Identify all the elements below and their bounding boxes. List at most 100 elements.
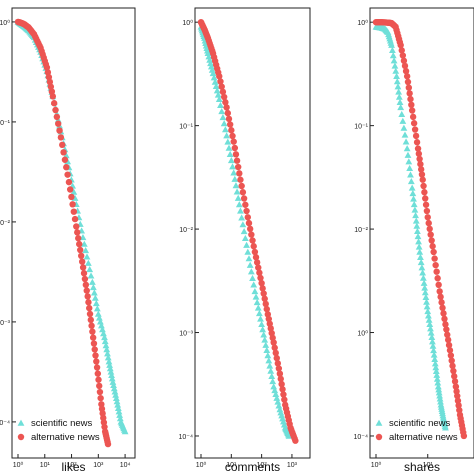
data-point-scientific	[268, 372, 276, 379]
data-point-scientific	[94, 310, 102, 317]
data-point-alternative	[93, 358, 100, 365]
x-tick-label: 10²	[66, 462, 77, 469]
data-point-scientific	[430, 347, 437, 354]
data-point-alternative	[50, 100, 58, 107]
data-point-scientific	[244, 248, 252, 255]
y-tick-label: 10⁻¹	[0, 120, 11, 127]
data-point-scientific	[116, 411, 124, 418]
data-point-alternative	[425, 219, 432, 227]
data-point-alternative	[87, 316, 95, 324]
data-point-alternative	[260, 290, 267, 297]
data-point-scientific	[396, 98, 404, 105]
data-point-scientific	[110, 381, 117, 389]
data-point-alternative	[276, 370, 284, 377]
y-tick-label: 10⁻⁴	[179, 434, 194, 441]
data-point-scientific	[272, 390, 280, 397]
data-point-alternative	[409, 113, 417, 121]
data-point-scientific	[414, 233, 422, 240]
data-point-scientific	[271, 387, 279, 394]
data-point-scientific	[103, 346, 111, 353]
data-point-alternative	[438, 299, 445, 306]
plot-frame	[11, 7, 136, 459]
data-point-alternative	[47, 83, 55, 90]
data-point-alternative	[89, 328, 96, 335]
data-point-alternative	[236, 170, 243, 177]
data-point-alternative	[399, 52, 407, 59]
data-point-scientific	[217, 101, 224, 109]
data-point-alternative	[259, 285, 266, 292]
chart-panel-3: 10⁰ 10¹ 10⁰ 10⁻¹ 10⁻² 10⁰ 10⁻⁴ shares scientific…	[354, 7, 474, 474]
data-point-alternative	[277, 375, 284, 383]
data-point-alternative	[52, 106, 59, 114]
x-axis-label: shares	[404, 460, 440, 474]
x-tick-label: 10⁰	[13, 461, 24, 469]
data-point-scientific	[207, 63, 215, 70]
data-point-scientific	[101, 333, 108, 341]
data-point-scientific	[394, 83, 402, 90]
data-point-alternative	[281, 396, 288, 403]
data-point-scientific	[434, 379, 442, 386]
data-point-alternative	[278, 380, 285, 388]
data-point-alternative	[43, 64, 51, 71]
data-point-alternative	[417, 160, 424, 168]
data-point-alternative	[223, 104, 230, 111]
legend: scientific news alternative news	[17, 418, 100, 443]
data-point-alternative	[413, 139, 421, 146]
data-point-alternative	[90, 340, 98, 347]
data-point-alternative	[81, 275, 89, 283]
data-point-alternative	[252, 254, 260, 261]
data-point-scientific	[229, 163, 236, 170]
data-point-scientific	[255, 309, 263, 317]
plot-frame	[194, 7, 311, 459]
data-point-scientific	[260, 331, 268, 338]
data-point-scientific	[425, 312, 432, 319]
data-point-scientific	[115, 408, 123, 415]
y-tick-label: 10⁰	[182, 19, 193, 27]
data-point-scientific	[265, 357, 273, 364]
data-point-alternative	[239, 189, 247, 196]
data-point-scientific	[264, 352, 272, 359]
data-point-alternative	[231, 144, 239, 152]
legend: scientific news alternative news	[375, 418, 458, 443]
data-point-alternative	[402, 67, 410, 75]
data-point-alternative	[410, 120, 418, 127]
x-tick-label: 10¹	[226, 462, 237, 469]
data-point-scientific	[423, 303, 431, 310]
y-tick-label: 10⁻¹	[354, 124, 368, 131]
data-point-alternative	[420, 182, 427, 190]
data-point-alternative	[238, 182, 245, 190]
data-point-alternative	[279, 386, 286, 393]
data-point-alternative	[60, 149, 67, 156]
y-tick-label: 10⁻³	[0, 320, 11, 327]
data-point-scientific	[95, 314, 103, 321]
data-point-scientific	[418, 264, 426, 271]
y-tick-label: 10⁻²	[179, 227, 193, 234]
data-point-alternative	[257, 274, 264, 282]
y-tick-label: 10⁰	[0, 19, 10, 27]
data-point-alternative	[419, 176, 426, 183]
data-point-alternative	[415, 150, 423, 157]
data-point-scientific	[235, 201, 243, 208]
data-point-alternative	[104, 440, 112, 448]
data-point-alternative	[437, 293, 444, 301]
data-point-alternative	[426, 225, 433, 233]
data-point-scientific	[430, 351, 438, 358]
y-tick-label: 10⁻⁴	[0, 420, 10, 427]
data-point-scientific	[246, 261, 254, 268]
data-point-alternative	[83, 287, 90, 294]
data-point-scientific	[213, 87, 221, 94]
data-point-scientific	[419, 274, 427, 281]
data-point-scientific	[70, 188, 78, 195]
data-point-scientific	[83, 253, 91, 260]
data-point-scientific	[212, 82, 220, 90]
data-point-alternative	[422, 201, 430, 208]
data-point-scientific	[245, 255, 253, 262]
data-point-scientific	[234, 194, 242, 201]
data-point-scientific	[407, 171, 414, 178]
chart-panel-2: 10⁰ 10¹ 10² 10³ 10⁰ 10⁻¹ 10⁻² 10⁻³ 10⁻⁴ comments	[179, 7, 311, 474]
data-point-alternative	[433, 268, 440, 275]
data-point-scientific	[92, 299, 100, 307]
data-point-alternative	[445, 341, 453, 349]
data-point-alternative	[78, 258, 86, 265]
data-point-alternative	[75, 235, 82, 242]
